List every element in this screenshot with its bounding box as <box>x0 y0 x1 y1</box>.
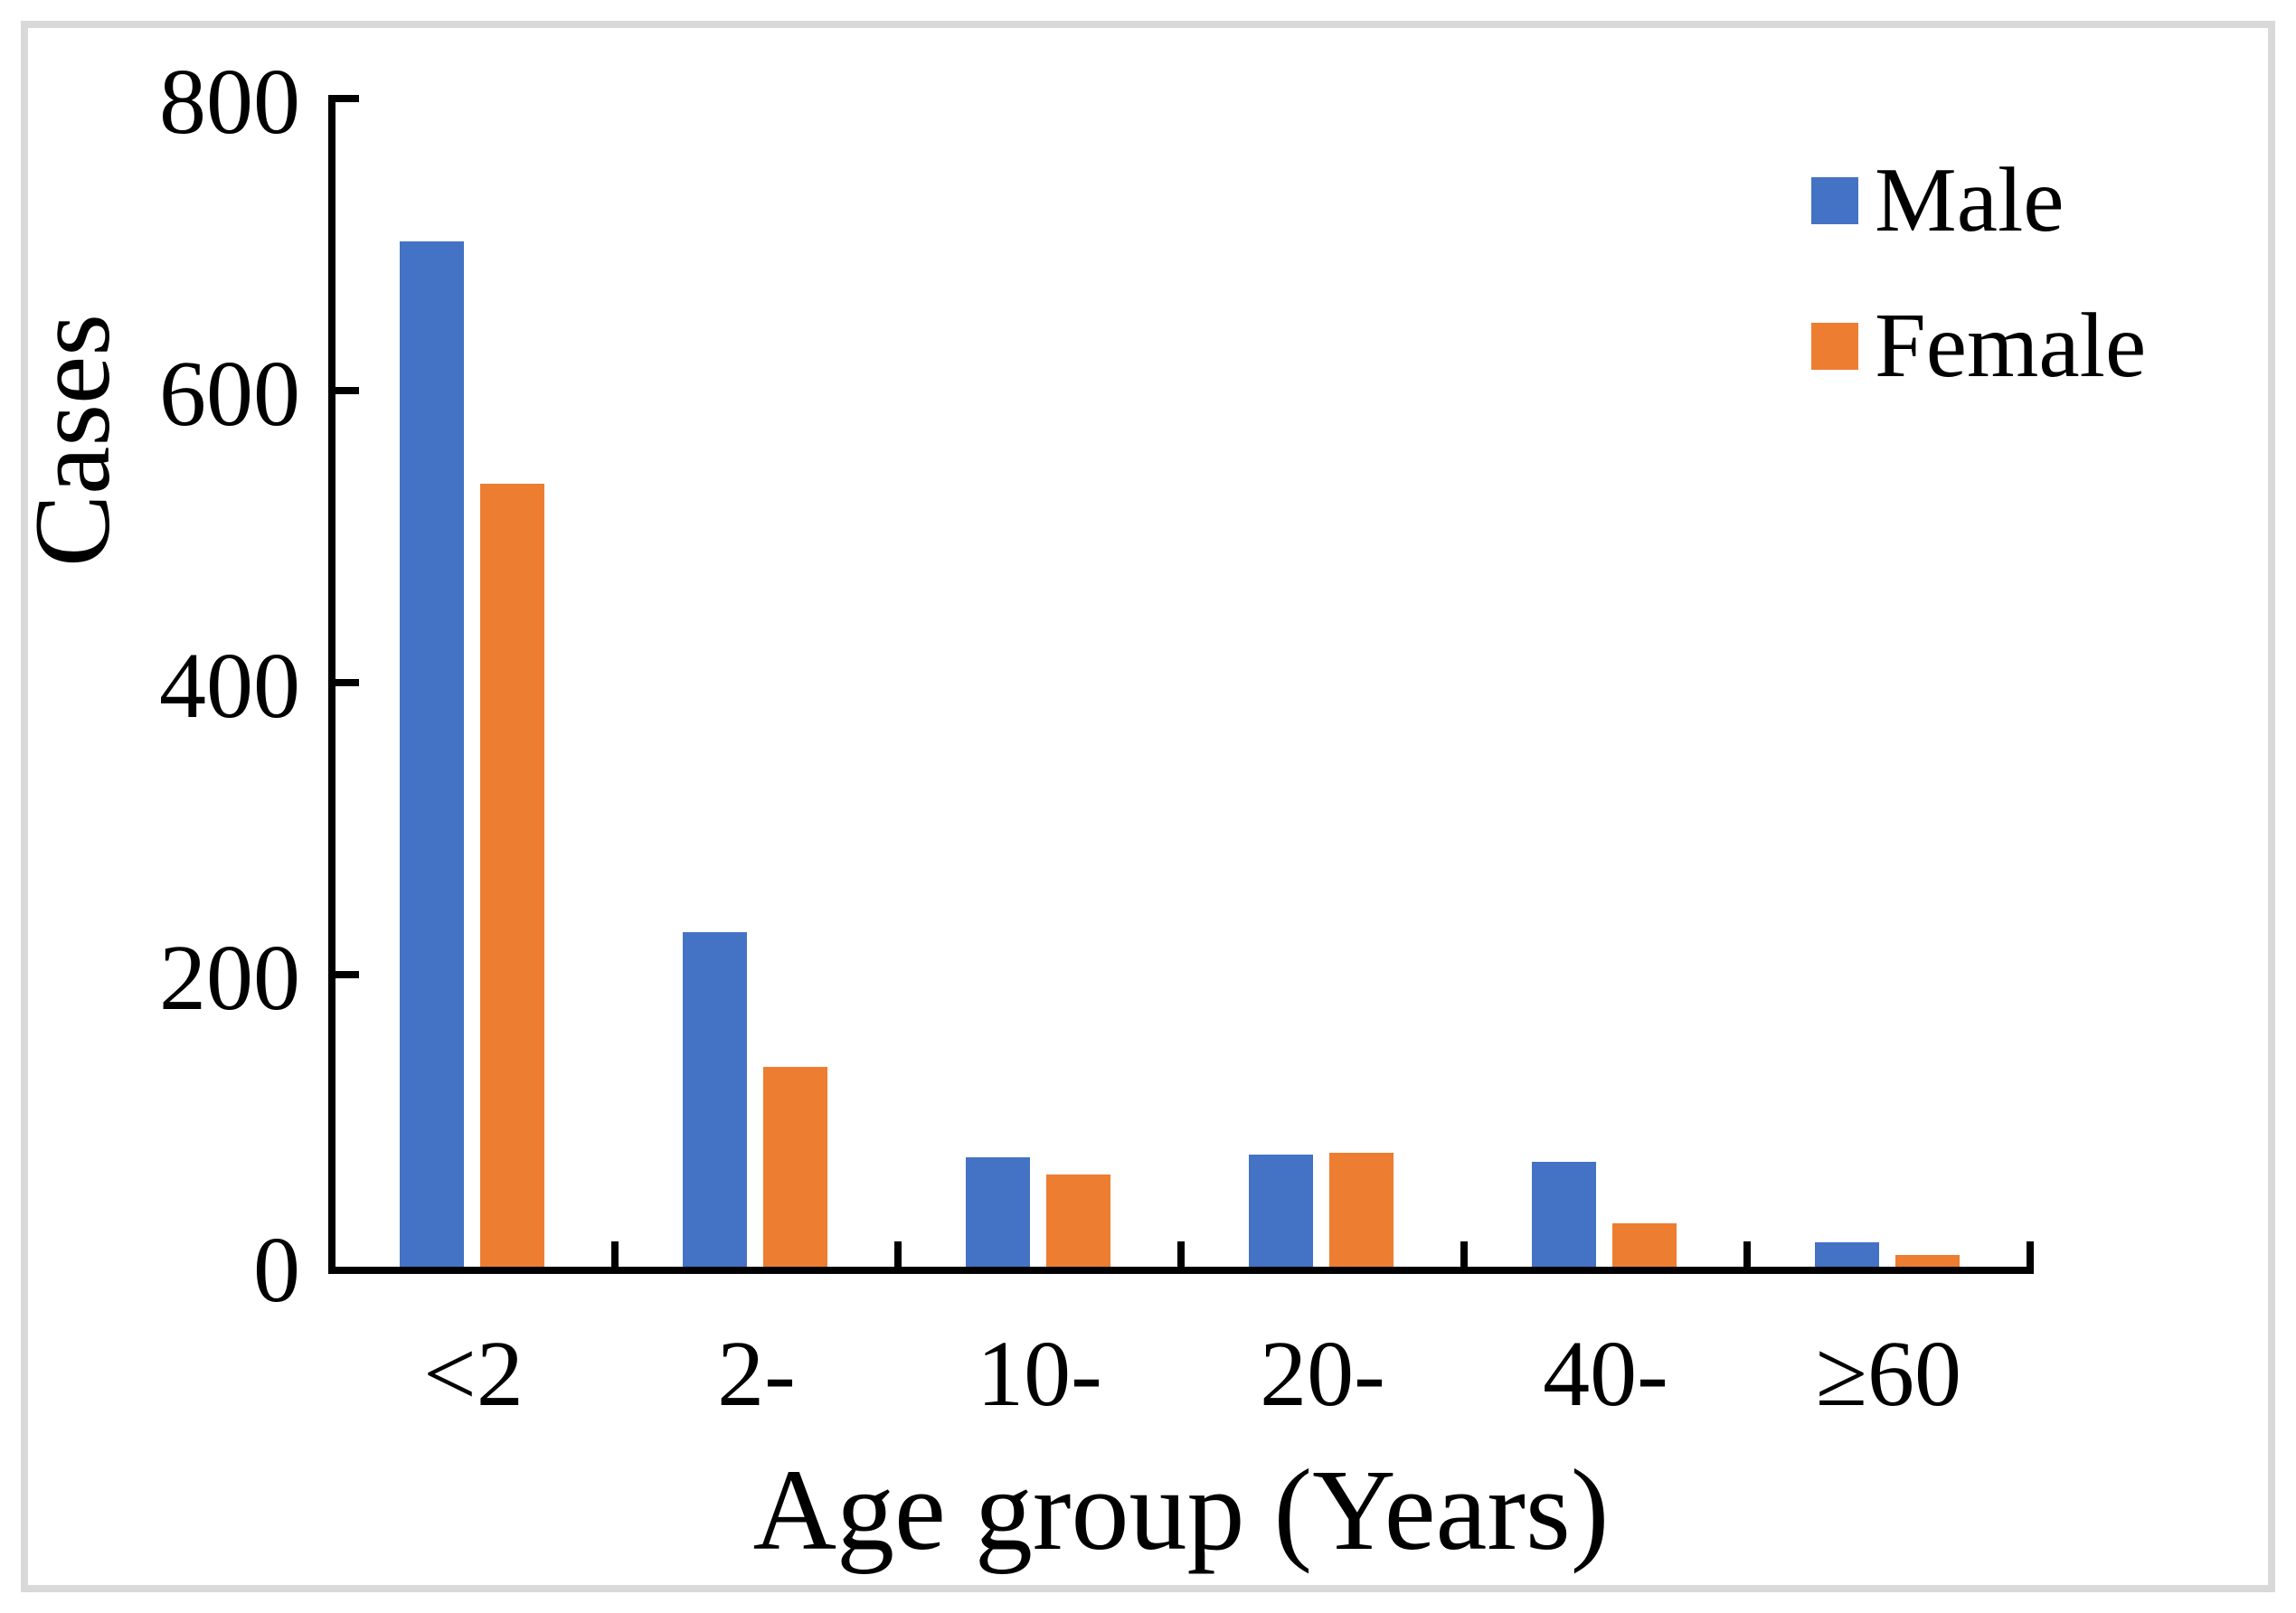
x-axis-tick-label: <2 <box>423 1322 524 1426</box>
y-axis-tick-label: 600 <box>159 342 300 446</box>
x-axis-tick <box>611 1241 619 1267</box>
y-axis-tick <box>332 679 359 686</box>
y-axis-tick-label: 800 <box>159 50 300 154</box>
y-axis-tick-label: 200 <box>159 926 300 1030</box>
x-axis-title: Age group (Years) <box>752 1446 1610 1574</box>
bar-female-10- <box>1046 1174 1110 1267</box>
x-axis-tick-label: 10- <box>977 1322 1102 1426</box>
x-axis-tick-label: 40- <box>1543 1322 1668 1426</box>
legend-entry-male: Male <box>1811 155 2065 247</box>
legend-swatch-male <box>1811 177 1858 224</box>
bar-female-≥60 <box>1895 1255 1960 1267</box>
bar-male-20- <box>1249 1154 1313 1267</box>
legend-label-female: Female <box>1875 295 2147 397</box>
x-axis-tick <box>1743 1241 1751 1267</box>
bar-female-2- <box>763 1066 827 1267</box>
x-axis-tick-label: 20- <box>1260 1322 1385 1426</box>
y-axis-tick-label: 400 <box>159 634 300 738</box>
x-axis-tick <box>2027 1241 2034 1267</box>
y-axis-tick <box>332 971 359 978</box>
bar-male-<2 <box>400 241 464 1267</box>
y-axis-tick <box>332 387 359 394</box>
y-axis-title: Cases <box>12 314 132 567</box>
bar-female-20- <box>1329 1153 1394 1267</box>
legend-entry-female: Female <box>1811 300 2146 392</box>
chart-outer-border <box>21 21 2275 1592</box>
bar-female-40- <box>1612 1222 1677 1267</box>
x-axis-tick <box>894 1241 902 1267</box>
x-axis-tick <box>1177 1241 1185 1267</box>
y-axis-tick <box>332 95 359 102</box>
bar-male-≥60 <box>1815 1241 1879 1267</box>
bar-male-2- <box>683 932 747 1267</box>
x-axis-line <box>328 1267 2034 1274</box>
bar-female-<2 <box>480 484 544 1267</box>
x-axis-tick <box>1460 1241 1468 1267</box>
x-axis-tick-label: 2- <box>717 1322 796 1426</box>
legend-swatch-female <box>1811 323 1858 370</box>
y-axis-tick-label: 0 <box>253 1218 300 1322</box>
bar-male-10- <box>966 1156 1030 1267</box>
legend-label-male: Male <box>1875 149 2065 251</box>
bar-male-40- <box>1532 1161 1596 1267</box>
x-axis-tick-label: ≥60 <box>1815 1322 1962 1426</box>
